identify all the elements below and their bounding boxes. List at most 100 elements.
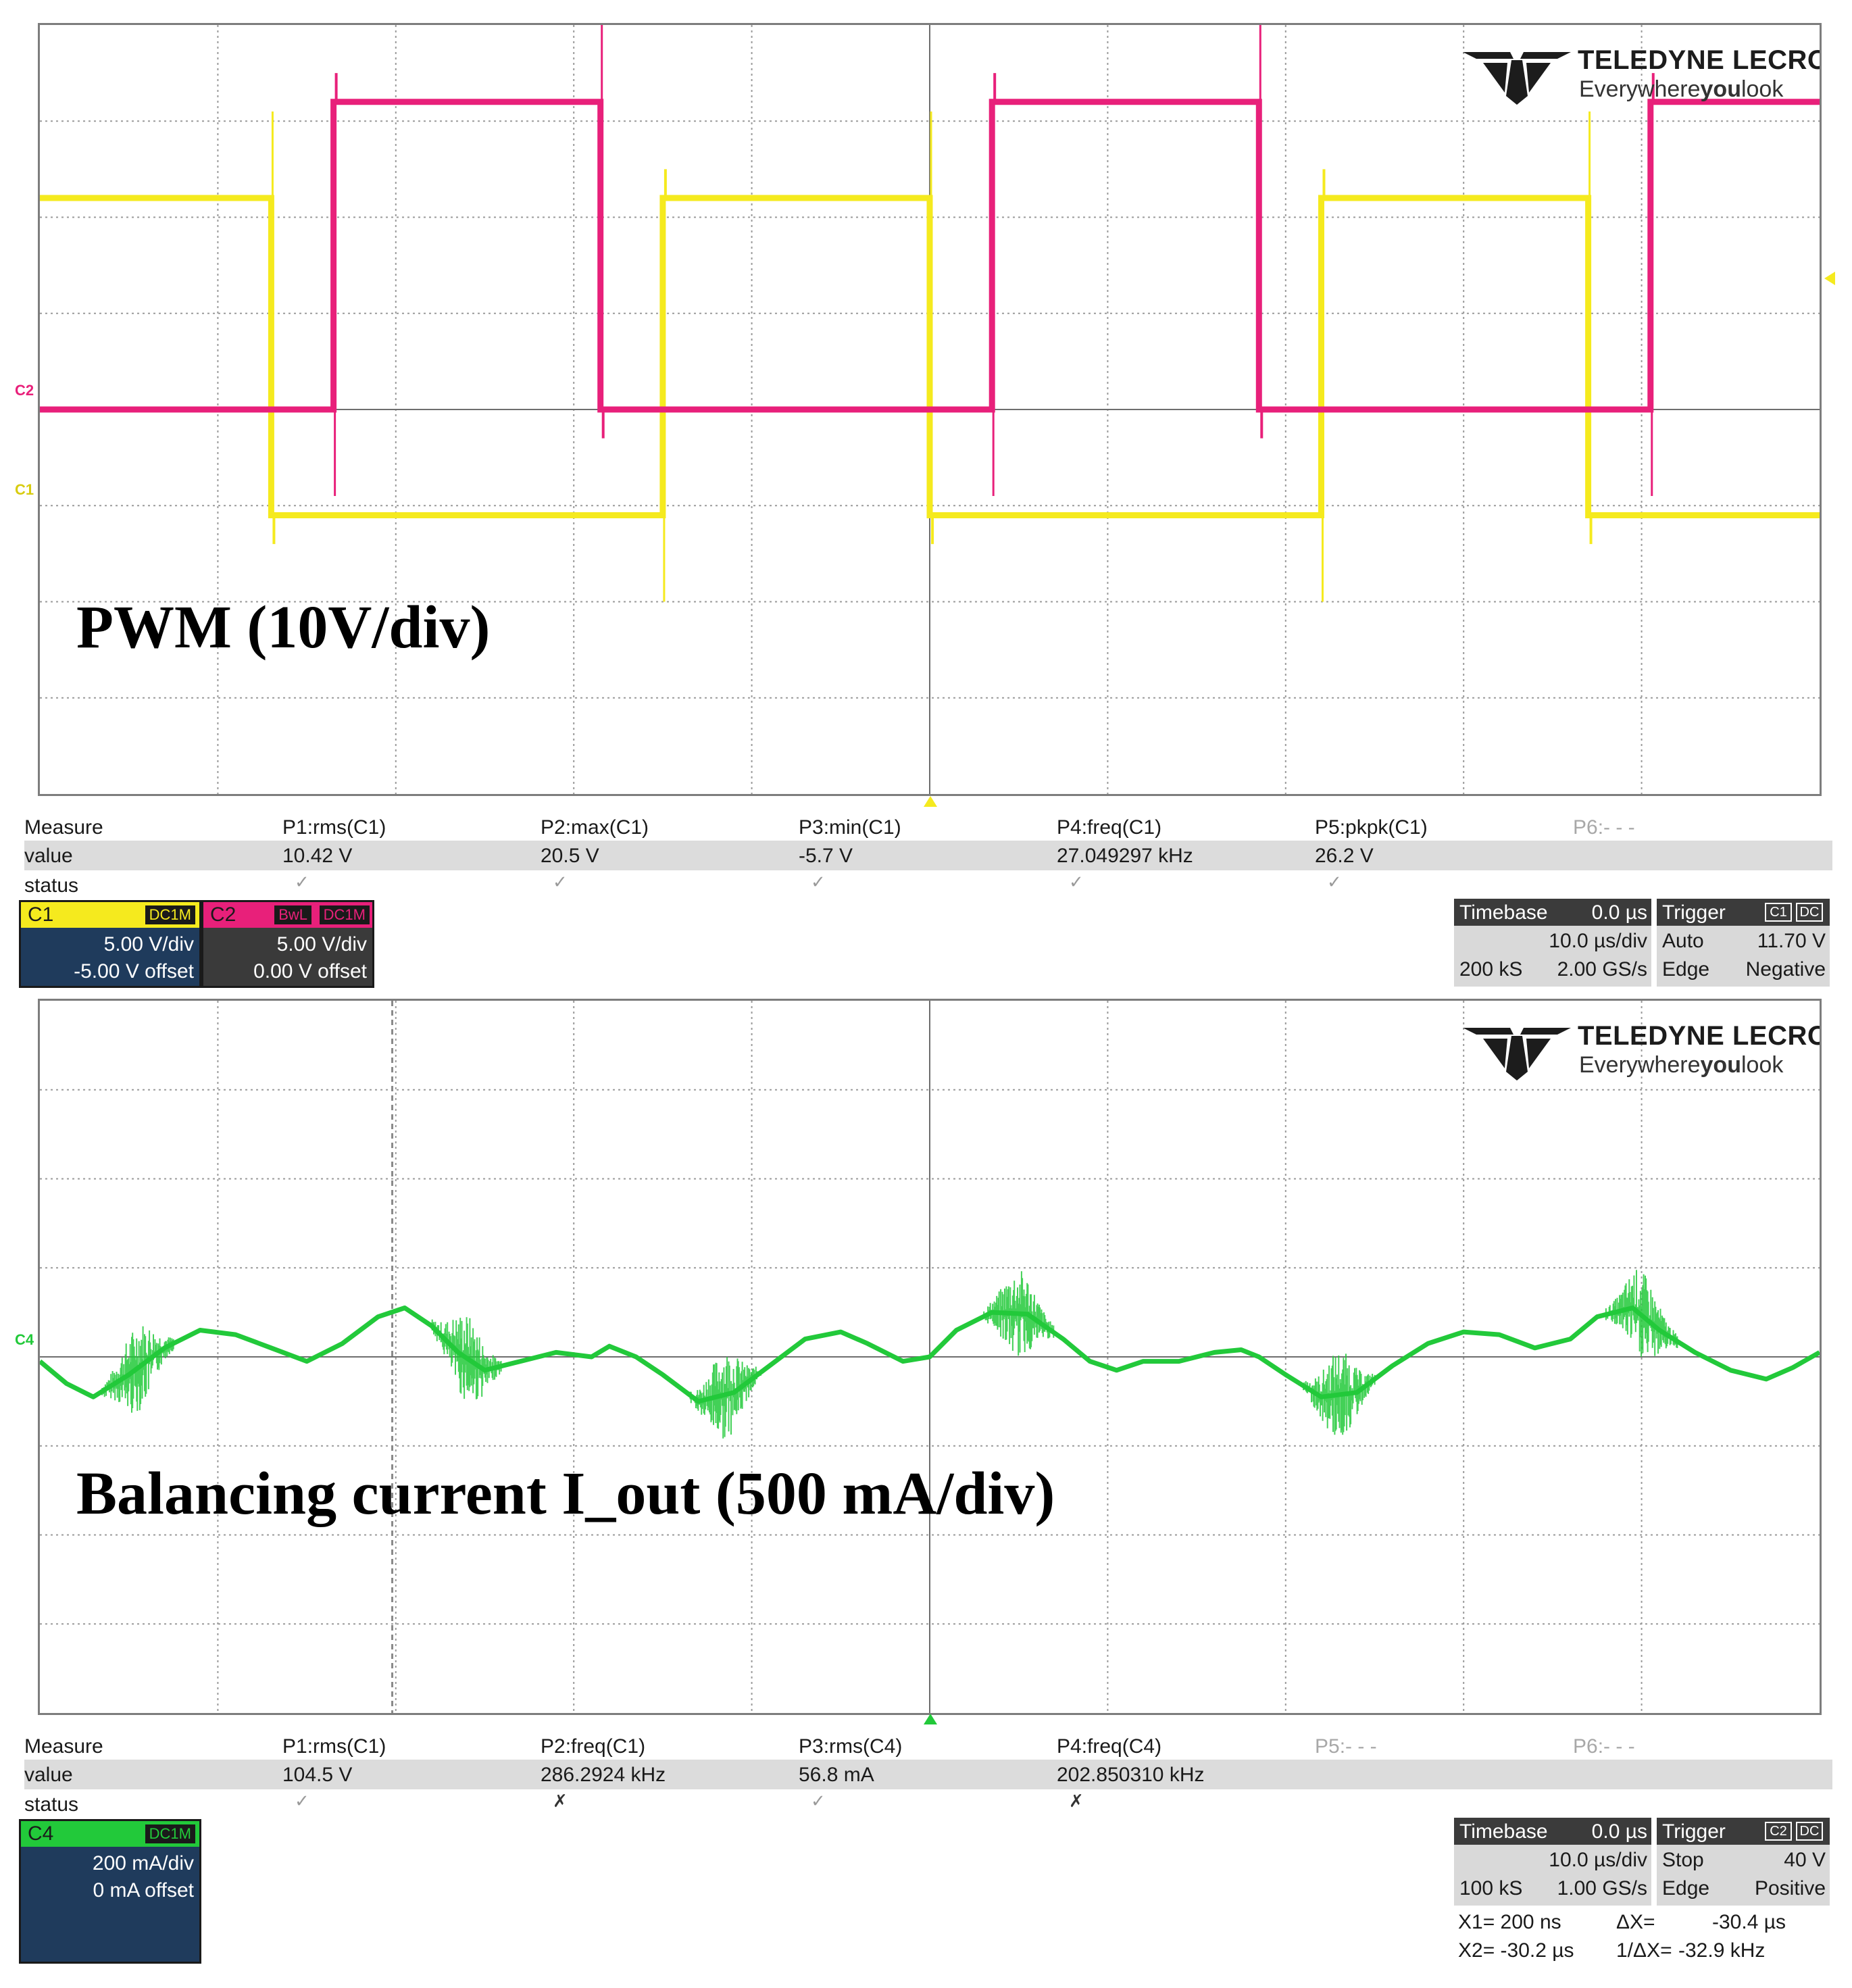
param-name[interactable]: P1:rms(C1) <box>282 1735 386 1758</box>
timebase-samples: 100 kS <box>1459 1877 1523 1899</box>
channel-name: C1 <box>28 903 54 926</box>
param-name[interactable]: P6:- - - <box>1573 816 1635 839</box>
scope2-logo: TELEDYNE LECROY Everywhereyoulook <box>1463 1018 1820 1086</box>
trigger-mode: Auto <box>1662 930 1704 952</box>
param-name[interactable]: P4:freq(C4) <box>1057 1735 1162 1758</box>
value-label: value <box>24 845 73 867</box>
value-label: value <box>24 1764 73 1786</box>
status-fail-icon: ✗ <box>553 1791 568 1811</box>
trigger-label: Trigger <box>1662 901 1726 924</box>
status-fail-icon: ✗ <box>1069 1791 1084 1811</box>
measure-value-row: value 104.5 V 286.2924 kHz 56.8 mA 202.8… <box>24 1760 1832 1789</box>
trigger-source: C2 <box>1765 1822 1792 1841</box>
param-name[interactable]: P2:freq(C1) <box>541 1735 646 1758</box>
channel-offset: 0 mA offset <box>93 1879 194 1902</box>
trigger-coupling: DC <box>1796 903 1823 922</box>
status-ok-icon: ✓ <box>811 872 826 892</box>
scope1-plot <box>40 25 1820 794</box>
teledyne-logo-icon <box>1463 1028 1571 1080</box>
scope1-caption: PWM (10V/div) <box>76 594 491 661</box>
param-name[interactable]: P5:- - - <box>1315 1735 1377 1758</box>
logo-tagline: Everywhereyoulook <box>1579 76 1783 103</box>
param-name[interactable]: P3:rms(C4) <box>799 1735 903 1758</box>
param-value: 286.2924 kHz <box>541 1764 666 1786</box>
channel-c4-descriptor[interactable]: C4 DC1M 200 mA/div 0 mA offset <box>19 1819 201 1964</box>
scope1-logo: TELEDYNE LECROY Everywhereyoulook <box>1463 43 1820 110</box>
trigger-source: C1 <box>1765 903 1792 922</box>
param-name[interactable]: P4:freq(C1) <box>1057 816 1162 839</box>
timebase-rate: 1.00 GS/s <box>1557 1877 1647 1899</box>
param-value: 20.5 V <box>541 845 599 867</box>
scope1-measure-table: Measure P1:rms(C1) P2:max(C1) P3:min(C1)… <box>24 812 1832 911</box>
scope2-timebase-panel[interactable]: Timebase 0.0 µs 10.0 µs/div 100 kS 1.00 … <box>1454 1818 1651 1906</box>
series-c2-trace <box>40 99 1820 413</box>
param-name[interactable]: P3:min(C1) <box>799 816 901 839</box>
logo-tagline: Everywhereyoulook <box>1579 1052 1783 1078</box>
param-name[interactable]: P5:pkpk(C1) <box>1315 816 1428 839</box>
param-name[interactable]: P1:rms(C1) <box>282 816 386 839</box>
cursor-inv-label: 1/ΔX= <box>1616 1939 1672 1962</box>
tagline-a: Everywhere <box>1579 1052 1701 1078</box>
tagline-b: you <box>1700 1052 1741 1078</box>
scope2-plot <box>40 1001 1820 1713</box>
timebase-label: Timebase <box>1459 901 1548 924</box>
tagline-c: look <box>1741 1052 1784 1078</box>
status-ok-icon: ✓ <box>295 872 309 892</box>
param-name[interactable]: P2:max(C1) <box>541 816 649 839</box>
c1-level-marker: C1 <box>15 481 34 498</box>
channel-vdiv: 5.00 V/div <box>276 933 367 955</box>
trigger-level-arrow-icon <box>1824 272 1835 285</box>
measure-header-row: Measure P1:rms(C1) P2:max(C1) P3:min(C1)… <box>24 812 1832 842</box>
trigger-type: Edge <box>1662 958 1710 980</box>
channel-name: C2 <box>210 903 236 926</box>
cursor-dx-value: -30.4 µs <box>1712 1911 1786 1933</box>
status-label: status <box>24 1793 79 1816</box>
measure-status-row: status ✓ ✗ ✓ ✗ <box>24 1789 1832 1819</box>
scope1-grid: TELEDYNE LECROY Everywhereyoulook PWM (1… <box>38 23 1822 796</box>
coupling-tag: DC1M <box>145 905 195 924</box>
status-ok-icon: ✓ <box>811 1791 826 1811</box>
param-value: 104.5 V <box>282 1764 353 1786</box>
coupling-tag: DC1M <box>319 905 370 924</box>
param-value: 27.049297 kHz <box>1057 845 1193 867</box>
channel-offset: 0.00 V offset <box>253 960 367 983</box>
trigger-level: 40 V <box>1784 1849 1826 1871</box>
scope1-timebase-panel[interactable]: Timebase 0.0 µs 10.0 µs/div 200 kS 2.00 … <box>1454 899 1651 987</box>
c4-level-marker: C4 <box>15 1331 34 1348</box>
channel-vdiv: 5.00 V/div <box>103 933 194 955</box>
param-value: 56.8 mA <box>799 1764 874 1786</box>
logo-brand: TELEDYNE LECROY <box>1578 1021 1822 1051</box>
trigger-label: Trigger <box>1662 1820 1726 1843</box>
trigger-type: Edge <box>1662 1877 1710 1899</box>
cursor-x2-readout: X2= -30.2 µs <box>1458 1939 1574 1962</box>
trigger-slope: Positive <box>1754 1877 1826 1899</box>
param-value: 202.850310 kHz <box>1057 1764 1205 1786</box>
scope2-caption: Balancing current I_out (500 mA/div) <box>76 1460 1055 1527</box>
cursor-dx-label: ΔX= <box>1616 1911 1655 1933</box>
series-c4-trace <box>40 1306 1820 1404</box>
timebase-delay: 0.0 µs <box>1591 901 1647 924</box>
trigger-level: 11.70 V <box>1757 930 1826 952</box>
channel-offset: -5.00 V offset <box>74 960 194 983</box>
channel-c2-descriptor[interactable]: C2 BwL DC1M 5.00 V/div 0.00 V offset <box>201 900 374 988</box>
param-value: 26.2 V <box>1315 845 1374 867</box>
timebase-tdiv: 10.0 µs/div <box>1549 930 1647 952</box>
coupling-tag: DC1M <box>145 1824 195 1843</box>
cursor-x2: X2= -30.2 µs <box>1458 1939 1574 1962</box>
scope2-trigger-panel[interactable]: Trigger C2 DC Stop 40 V Edge Positive <box>1657 1818 1830 1906</box>
tagline-c: look <box>1741 76 1784 102</box>
timebase-delay: 0.0 µs <box>1591 1820 1647 1843</box>
series-c1-trace <box>40 195 1820 518</box>
measure-label: Measure <box>24 1735 103 1758</box>
trigger-mode: Stop <box>1662 1849 1704 1871</box>
tagline-a: Everywhere <box>1579 76 1701 102</box>
param-name[interactable]: P6:- - - <box>1573 1735 1635 1758</box>
channel-c1-descriptor[interactable]: C1 DC1M 5.00 V/div -5.00 V offset <box>19 900 201 988</box>
teledyne-logo-icon <box>1463 52 1571 105</box>
scope1-trigger-panel[interactable]: Trigger C1 DC Auto 11.70 V Edge Negative <box>1657 899 1830 987</box>
param-value: -5.7 V <box>799 845 853 867</box>
timebase-label: Timebase <box>1459 1820 1548 1843</box>
status-ok-icon: ✓ <box>295 1791 309 1811</box>
tagline-b: you <box>1700 76 1741 102</box>
status-ok-icon: ✓ <box>1327 872 1342 892</box>
